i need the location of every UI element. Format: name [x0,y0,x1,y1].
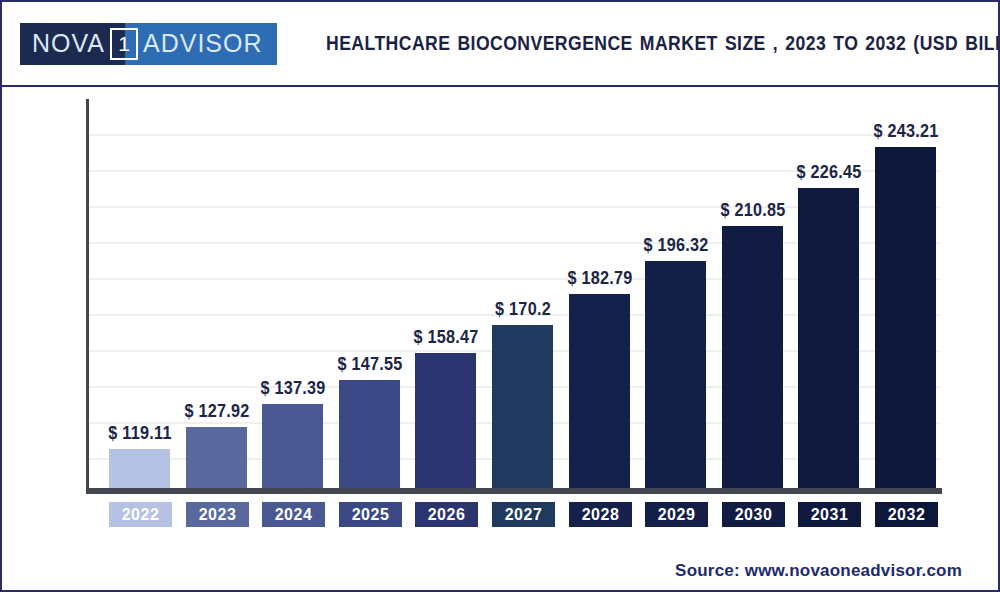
value-label-2028: $ 182.79 [567,268,632,289]
bar-2023 [186,427,247,488]
value-label-2024: $ 137.39 [260,378,325,399]
value-label-2026: $ 158.47 [413,327,478,348]
x-label-2023: 2023 [186,502,249,527]
infographic-page: NOVAADVISOR 1 HEALTHCARE BIOCONVERGENCE … [0,0,1000,592]
x-axis-line [86,488,942,494]
value-label-2030: $ 210.85 [720,200,785,221]
bar-2026 [415,353,476,488]
y-axis-line [86,99,89,494]
x-label-2029: 2029 [645,502,708,527]
x-label-2030: 2030 [722,502,785,527]
value-label-2022: $ 119.11 [108,423,171,444]
chart-title: HEALTHCARE BIOCONVERGENCE MARKET SIZE , … [326,32,1000,55]
title-area: HEALTHCARE BIOCONVERGENCE MARKET SIZE , … [277,32,1000,55]
value-label-2027: $ 170.2 [495,299,551,320]
bar-2032 [875,147,936,488]
value-label-2025: $ 147.55 [337,354,402,375]
bar-2024 [262,404,323,488]
logo-one-box: 1 [110,28,138,60]
source-text: Source: www.novaoneadvisor.com [675,561,962,581]
value-label-2032: $ 243.21 [873,121,938,142]
x-label-2027: 2027 [492,502,555,527]
x-label-2022: 2022 [109,502,172,527]
header: NOVAADVISOR 1 HEALTHCARE BIOCONVERGENCE … [2,2,998,87]
x-label-2026: 2026 [415,502,478,527]
bar-2022 [109,449,170,488]
x-label-2032: 2032 [875,502,938,527]
bar-2029 [645,261,706,488]
bar-2030 [722,226,783,488]
bar-2027 [492,325,553,488]
bar-2031 [798,188,859,488]
x-label-2028: 2028 [569,502,632,527]
bar-2025 [339,380,400,488]
grid-line [89,134,940,136]
value-label-2031: $ 226.45 [796,162,861,183]
value-label-2029: $ 196.32 [643,235,708,256]
x-label-2031: 2031 [798,502,861,527]
brand-logo: NOVAADVISOR 1 [20,23,277,65]
logo-advisor-segment: ADVISOR [125,23,277,65]
x-label-2024: 2024 [262,502,325,527]
x-label-2025: 2025 [339,502,402,527]
bar-2028 [569,294,630,488]
value-label-2023: $ 127.92 [184,401,249,422]
